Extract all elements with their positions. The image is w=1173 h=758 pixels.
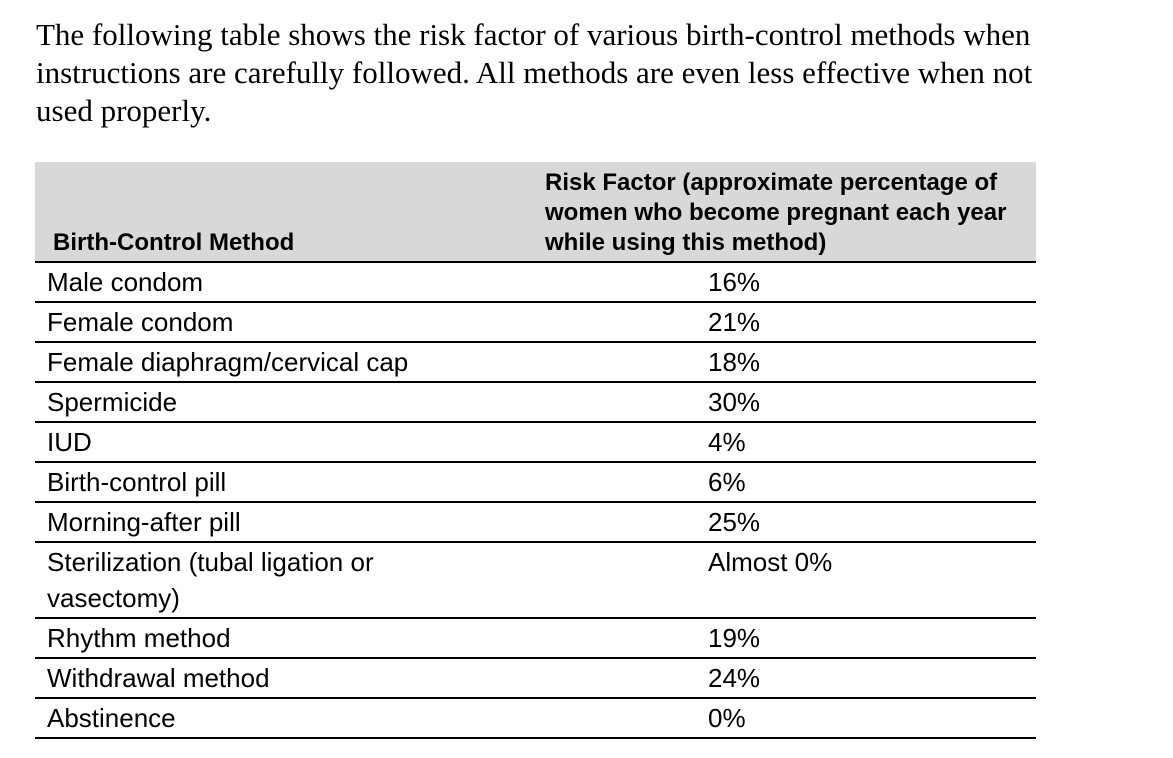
intro-paragraph: The following table shows the risk facto… bbox=[36, 17, 1033, 128]
table-row: Spermicide 30% bbox=[35, 382, 1036, 423]
table-row: Withdrawal method 24% bbox=[35, 658, 1036, 699]
method-cell: Rhythm method bbox=[35, 618, 545, 659]
risk-cell: 19% bbox=[545, 618, 1036, 659]
risk-cell: 16% bbox=[545, 262, 1036, 303]
table-row: Abstinence 0% bbox=[35, 698, 1036, 739]
method-cell: Morning-after pill bbox=[35, 502, 545, 543]
header-row: Birth-Control Method Risk Factor (approx… bbox=[35, 162, 1036, 263]
risk-cell: 24% bbox=[545, 658, 1036, 699]
method-cell: Female condom bbox=[35, 302, 545, 343]
table-row: Male condom 16% bbox=[35, 262, 1036, 303]
table-row: Birth-control pill 6% bbox=[35, 462, 1036, 503]
risk-cell: 18% bbox=[545, 342, 1036, 383]
header-birth-control-method: Birth-Control Method bbox=[35, 162, 545, 263]
risk-table-container: Birth-Control Method Risk Factor (approx… bbox=[35, 162, 1036, 739]
header-risk-factor: Risk Factor (approximate percentage of w… bbox=[545, 162, 1036, 263]
method-cell: IUD bbox=[35, 422, 545, 463]
risk-cell: 21% bbox=[545, 302, 1036, 343]
table-body: Male condom 16% Female condom 21% Female… bbox=[35, 262, 1036, 739]
method-cell: Sterilization (tubal ligation or vasecto… bbox=[35, 542, 545, 619]
risk-factor-table: Birth-Control Method Risk Factor (approx… bbox=[35, 162, 1036, 739]
risk-cell: 0% bbox=[545, 698, 1036, 739]
table-row: IUD 4% bbox=[35, 422, 1036, 463]
method-cell: Abstinence bbox=[35, 698, 545, 739]
risk-cell: 6% bbox=[545, 462, 1036, 503]
table-header: Birth-Control Method Risk Factor (approx… bbox=[35, 162, 1036, 263]
table-row: Female diaphragm/cervical cap 18% bbox=[35, 342, 1036, 383]
risk-cell: 30% bbox=[545, 382, 1036, 423]
method-cell: Female diaphragm/cervical cap bbox=[35, 342, 545, 383]
method-cell: Spermicide bbox=[35, 382, 545, 423]
method-cell: Birth-control pill bbox=[35, 462, 545, 503]
table-row: Rhythm method 19% bbox=[35, 618, 1036, 659]
risk-cell: 4% bbox=[545, 422, 1036, 463]
table-row: Sterilization (tubal ligation or vasecto… bbox=[35, 542, 1036, 619]
method-cell: Withdrawal method bbox=[35, 658, 545, 699]
risk-cell: Almost 0% bbox=[545, 542, 1036, 619]
method-cell: Male condom bbox=[35, 262, 545, 303]
table-row: Morning-after pill 25% bbox=[35, 502, 1036, 543]
risk-cell: 25% bbox=[545, 502, 1036, 543]
table-row: Female condom 21% bbox=[35, 302, 1036, 343]
